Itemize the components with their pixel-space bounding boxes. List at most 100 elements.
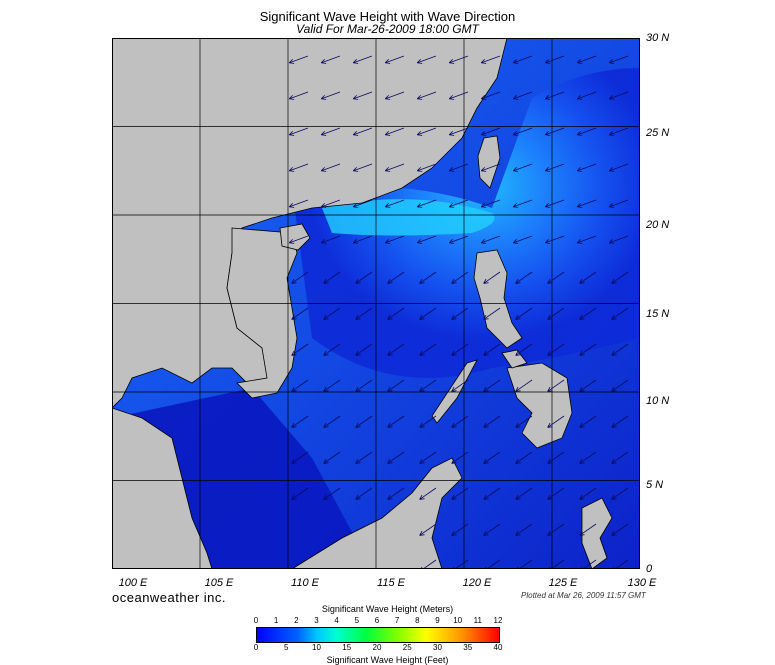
lon-label-120e: 120 E xyxy=(462,577,492,589)
colorbar-meter-tick: 4 xyxy=(334,616,339,625)
wave-arrow xyxy=(419,487,437,500)
wave-arrow xyxy=(355,307,373,320)
lat-label-20n: 20 N xyxy=(646,219,670,231)
wave-arrow xyxy=(576,91,597,100)
wave-arrow xyxy=(291,307,309,320)
wave-arrow xyxy=(451,307,469,320)
wave-arrow xyxy=(291,415,309,428)
wave-arrow xyxy=(608,127,629,136)
wave-arrow xyxy=(516,559,533,569)
wave-band-cyan xyxy=(322,199,495,236)
wave-arrow xyxy=(288,163,309,172)
colorbar-meter-tick: 8 xyxy=(415,616,420,625)
wave-arrow xyxy=(576,55,597,64)
lat-label-25n: 25 N xyxy=(646,127,670,139)
wave-arrow xyxy=(387,451,405,464)
wave-arrow xyxy=(512,127,533,136)
wave-arrow xyxy=(608,235,629,244)
colorbar-meter-tick: 7 xyxy=(394,616,400,625)
wave-arrow xyxy=(544,55,565,64)
wave-arrow xyxy=(611,415,629,428)
wave-arrow xyxy=(352,127,373,136)
wave-arrow xyxy=(480,127,501,136)
wave-arrow xyxy=(483,307,501,320)
wave-arrow xyxy=(483,415,501,428)
colorbar-feet-tick: 35 xyxy=(463,643,473,652)
grid xyxy=(112,38,640,569)
wave-arrow xyxy=(320,199,341,208)
wave-arrow xyxy=(483,451,501,464)
wave-arrow xyxy=(291,271,309,284)
colorbar-meter-tick: 2 xyxy=(294,616,299,625)
wave-arrow xyxy=(515,379,533,392)
land-hainan xyxy=(279,223,311,251)
wave-arrow xyxy=(384,55,405,64)
land-luzon xyxy=(473,249,523,349)
wave-direction-arrows xyxy=(288,55,629,569)
wave-arrow xyxy=(355,451,373,464)
lat-label-0: 0 xyxy=(646,563,653,575)
colorbar-meter-tick: 6 xyxy=(374,616,380,625)
wave-arrow xyxy=(288,55,309,64)
wave-arrow xyxy=(291,379,309,392)
wave-arrow xyxy=(480,55,501,64)
wave-arrow xyxy=(611,379,629,392)
wave-arrow xyxy=(320,55,341,64)
colorbar-title-meters: Significant Wave Height (Meters) xyxy=(321,604,454,614)
colorbar-meter-tick: 0 xyxy=(253,616,259,625)
wave-arrow xyxy=(544,235,565,244)
wave-arrow xyxy=(515,415,533,428)
wave-arrow xyxy=(355,343,373,356)
wave-arrow xyxy=(608,199,629,208)
wave-arrow xyxy=(355,415,373,428)
colorbar-meter-tick: 5 xyxy=(354,616,360,625)
colorbar-meter-tick: 3 xyxy=(314,616,319,625)
wave-height-map[interactable] xyxy=(112,38,640,569)
wave-arrow xyxy=(320,91,341,100)
wave-arrow xyxy=(416,199,437,208)
wave-arrow xyxy=(547,271,565,284)
wave-arrow xyxy=(419,451,437,464)
wave-arrow xyxy=(544,199,565,208)
colorbar-meter-tick: 12 xyxy=(493,616,503,625)
wave-arrow xyxy=(384,199,405,208)
wave-arrow xyxy=(579,307,597,320)
land xyxy=(112,38,613,569)
lat-label-10n: 10 N xyxy=(646,395,670,407)
lon-label-130e: 130 E xyxy=(627,577,657,589)
wave-arrow xyxy=(611,451,629,464)
lon-label-115e: 115 E xyxy=(377,577,405,589)
wave-arrow xyxy=(579,487,597,500)
wave-arrow xyxy=(320,163,341,172)
wave-arrow xyxy=(291,487,309,500)
wave-arrow xyxy=(352,55,373,64)
colorbar-meter-tick: 9 xyxy=(435,616,440,625)
wave-arrow xyxy=(483,523,501,536)
wave-arrow xyxy=(451,271,469,284)
wave-arrow xyxy=(387,379,405,392)
wave-arrow xyxy=(576,235,597,244)
wave-arrow xyxy=(384,91,405,100)
wave-arrow xyxy=(544,163,565,172)
wave-arrow xyxy=(352,163,373,172)
land-palawan xyxy=(431,359,478,424)
wave-arrow xyxy=(419,307,437,320)
wave-arrow xyxy=(608,163,629,172)
wave-arrow xyxy=(576,163,597,172)
wave-arrow xyxy=(480,235,501,244)
map-title: Significant Wave Height with Wave Direct… xyxy=(259,9,516,24)
wave-arrow xyxy=(419,379,437,392)
colorbar-feet-tick: 5 xyxy=(284,643,289,652)
wave-arrow xyxy=(612,559,629,569)
wave-arrow xyxy=(448,91,469,100)
wave-arrow xyxy=(579,451,597,464)
wave-arrow xyxy=(288,127,309,136)
wave-arrow xyxy=(579,415,597,428)
wave-arrow xyxy=(483,271,501,284)
wave-arrow xyxy=(416,91,437,100)
lon-label-125e: 125 E xyxy=(548,577,578,589)
wave-arrow xyxy=(291,451,309,464)
wave-arrow xyxy=(448,127,469,136)
wave-arrow xyxy=(448,55,469,64)
wave-arrow xyxy=(480,163,501,172)
